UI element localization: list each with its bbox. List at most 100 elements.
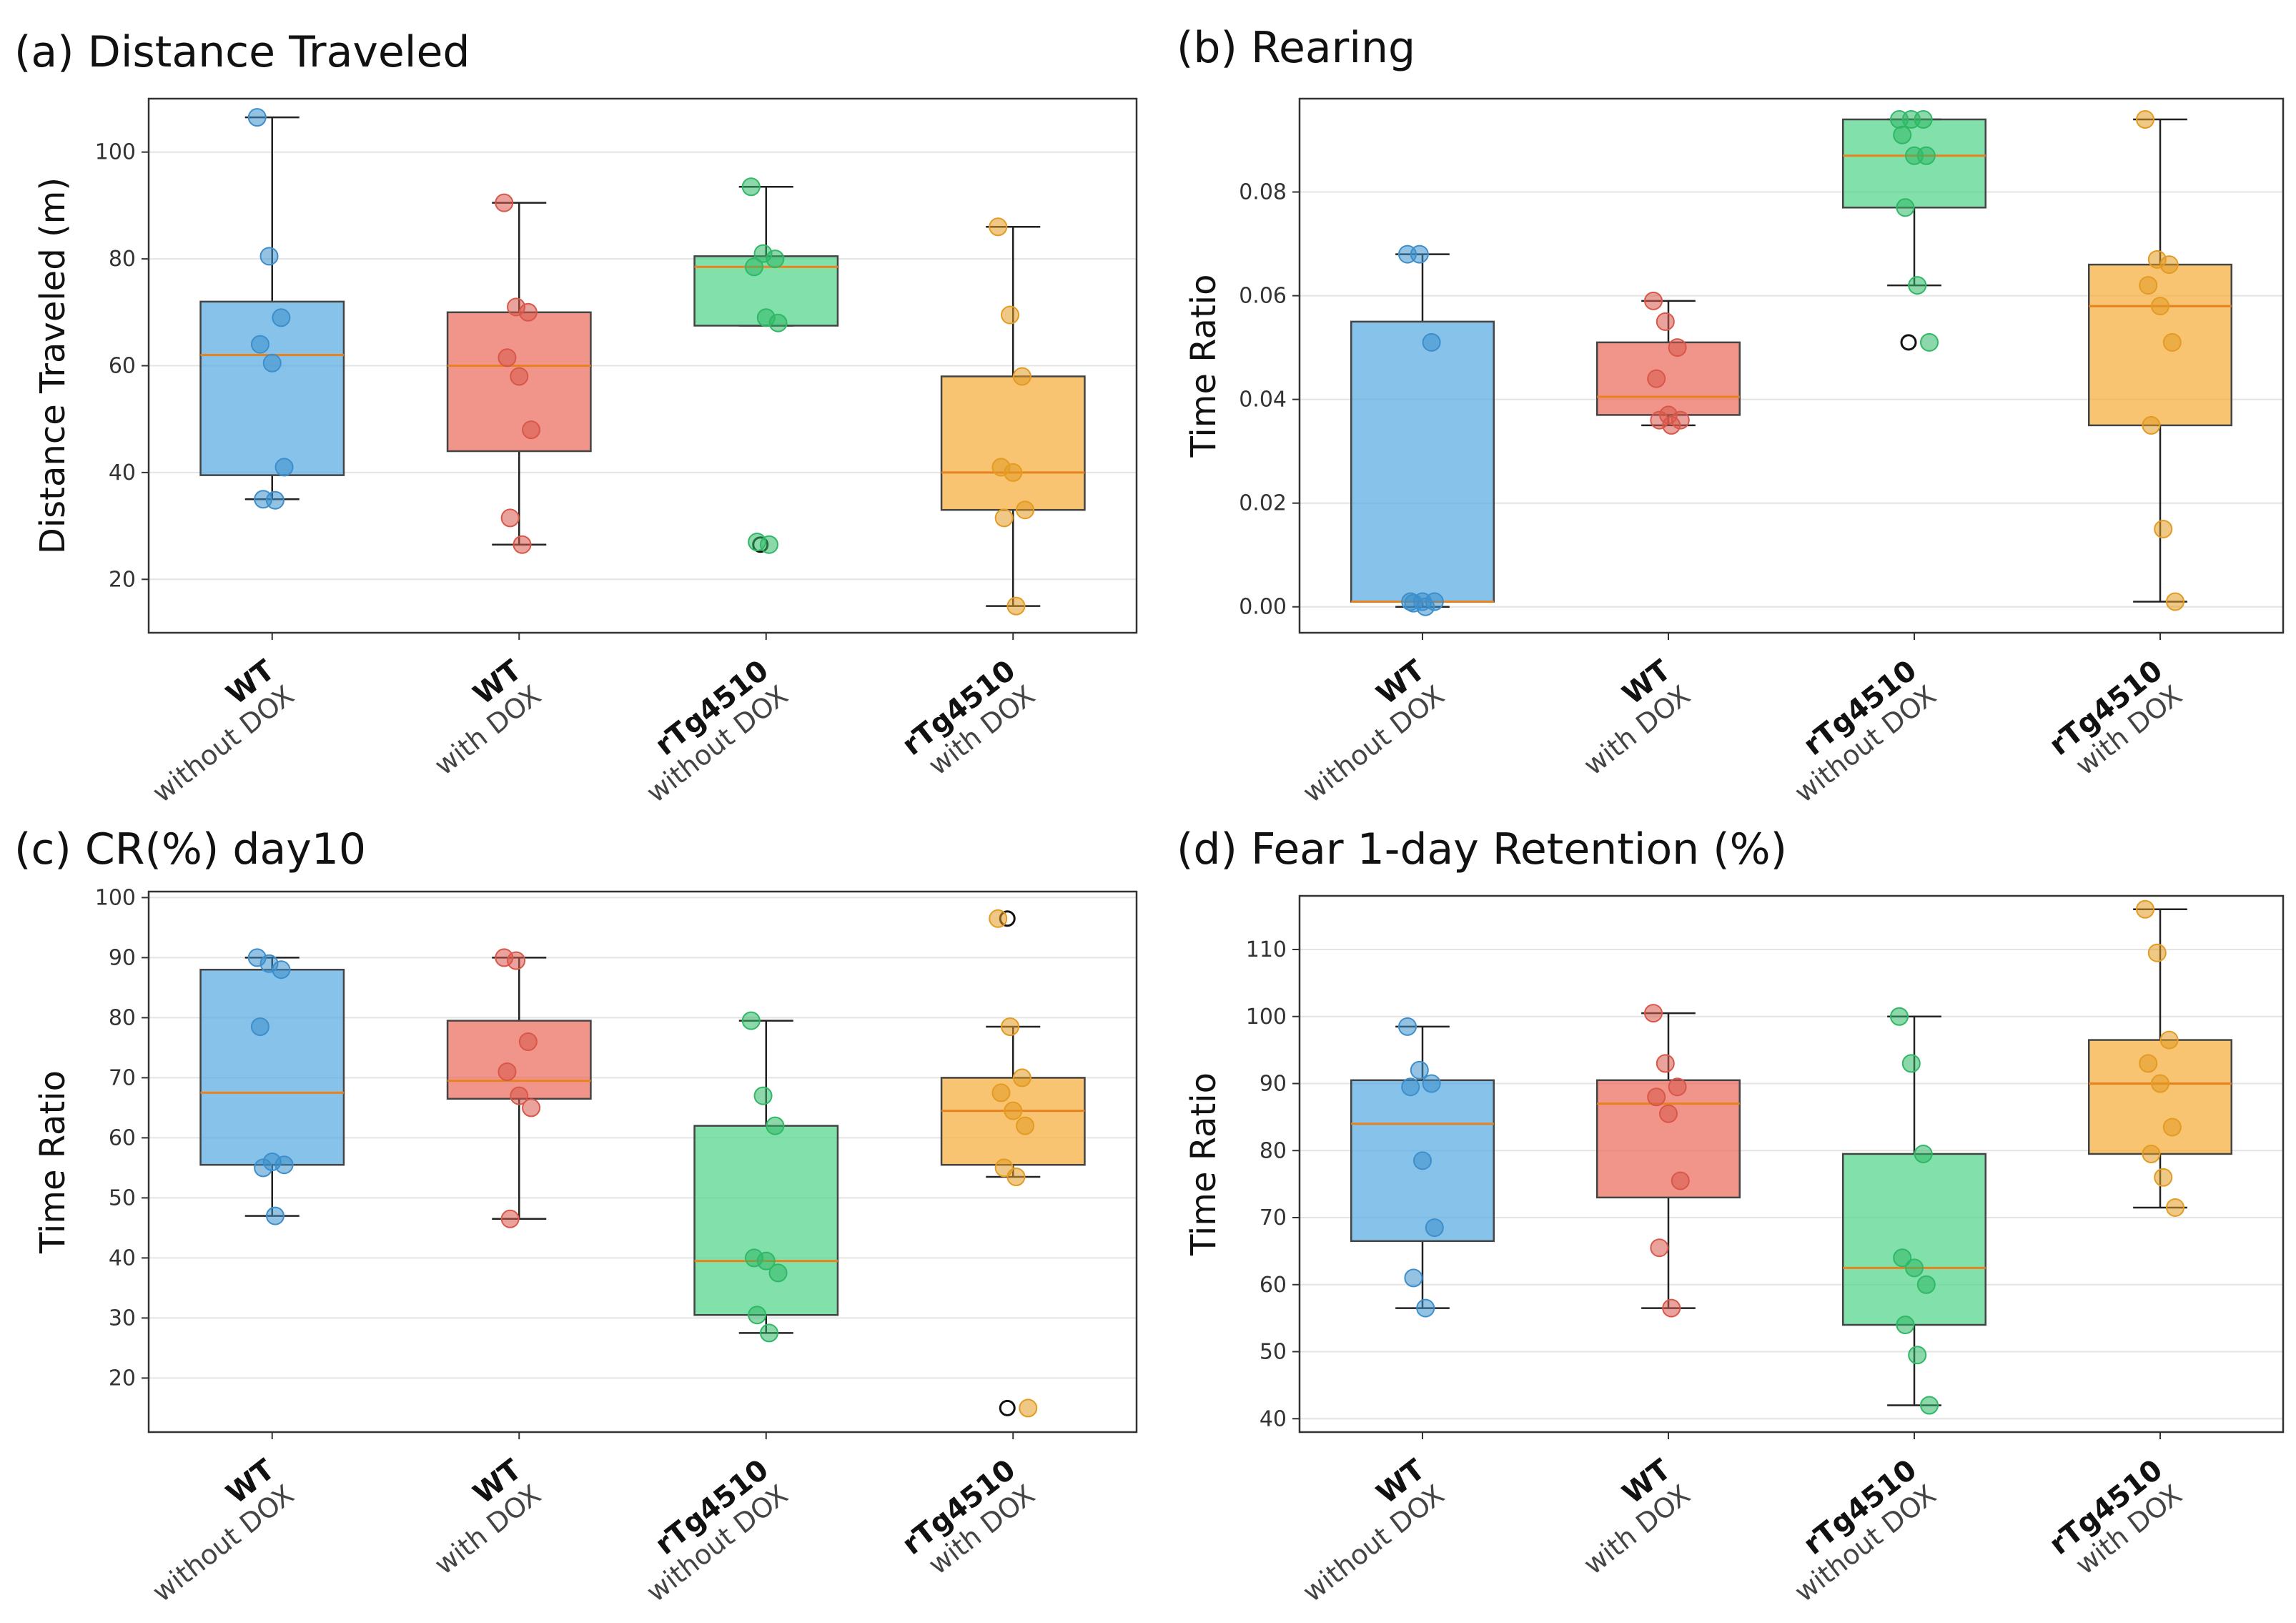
- x-tick-label: rTg4510with DOX: [896, 1454, 1041, 1586]
- data-point: [2162, 1118, 2182, 1137]
- y-tick-label: 0.02: [1239, 491, 1287, 516]
- data-point: [1656, 312, 1675, 331]
- data-point: [1410, 1060, 1429, 1080]
- x-tick-label: rTg4510without DOX: [1769, 1454, 1942, 1608]
- y-tick-label: 30: [109, 1306, 136, 1331]
- plot-frame: [1298, 97, 2285, 634]
- box: [1841, 1153, 1987, 1326]
- data-point: [2142, 1144, 2161, 1163]
- data-point: [495, 193, 514, 212]
- x-tick-label: WTwithout DOX: [127, 1453, 300, 1608]
- box-group: [1350, 1017, 1495, 1318]
- data-point: [247, 108, 267, 127]
- data-point: [1647, 369, 1666, 388]
- y-tick-label: 0.08: [1239, 180, 1287, 205]
- outlier-marker: [999, 1399, 1016, 1416]
- category-condition: without DOX: [147, 1479, 300, 1608]
- box: [1595, 1079, 1741, 1199]
- data-point: [1668, 1077, 1687, 1097]
- box: [2087, 1039, 2233, 1155]
- data-point: [518, 302, 538, 322]
- data-point: [1650, 1238, 1669, 1258]
- x-tick-label: WTwithout DOX: [127, 653, 300, 809]
- chart-title: (d) Fear 1-day Retention (%): [1177, 824, 1788, 874]
- panel-a: (a) Distance Traveled 20 40 60 80 100 Distanc…: [0, 0, 1148, 812]
- data-point: [513, 535, 532, 554]
- data-point: [274, 458, 294, 477]
- data-point: [265, 490, 284, 510]
- x-tick-label: WTwithout DOX: [1277, 653, 1451, 809]
- y-tick-label: 0.00: [1239, 595, 1287, 620]
- x-tick-label: WTwith DOX: [409, 1453, 548, 1581]
- outlier-marker: [1900, 334, 1917, 351]
- data-point: [1006, 596, 1026, 616]
- data-point: [2151, 1074, 2169, 1093]
- data-point: [991, 1083, 1011, 1102]
- box-group: [940, 217, 1086, 616]
- data-point: [1416, 597, 1435, 616]
- data-point: [753, 1086, 773, 1105]
- data-point: [2139, 1054, 2158, 1073]
- data-point: [498, 1062, 517, 1081]
- box: [199, 300, 345, 476]
- data-point: [518, 1032, 538, 1051]
- data-point: [1914, 110, 1933, 129]
- data-point: [1425, 1218, 1444, 1238]
- data-point: [2142, 415, 2161, 435]
- data-point: [1901, 1054, 1921, 1073]
- data-point: [1920, 1396, 1939, 1415]
- box: [940, 375, 1086, 511]
- x-tick-label: WTwith DOX: [409, 653, 548, 781]
- box: [446, 1020, 592, 1100]
- data-point: [259, 247, 279, 266]
- data-point: [507, 951, 526, 970]
- data-point: [1001, 305, 1020, 325]
- chart-title: (c) CR(%) day10: [14, 824, 367, 874]
- box: [693, 1125, 839, 1316]
- y-axis-label: Time Ratio: [1184, 275, 1224, 458]
- chart-b: 0.00 0.02 0.04 0.06 0.08 Time Ratio WTwithout …: [1184, 97, 2285, 809]
- box-group: [2087, 899, 2233, 1217]
- panel-b: (b) Rearing 0.00 0.02 0.04 0.06 0.08 Time Rat…: [1148, 0, 2296, 812]
- y-tick-label: 90: [109, 945, 136, 970]
- box-group: [199, 948, 345, 1225]
- data-point: [768, 313, 788, 332]
- data-point: [250, 335, 269, 354]
- box-group: [1841, 110, 1987, 352]
- data-point: [2159, 255, 2179, 275]
- data-point: [1916, 1275, 1936, 1294]
- data-point: [2151, 297, 2169, 316]
- data-point: [1416, 1298, 1435, 1318]
- data-point: [1012, 367, 1031, 386]
- data-point: [1896, 198, 1915, 217]
- category-condition: without DOX: [1297, 679, 1450, 809]
- data-point: [741, 177, 761, 197]
- data-point: [1004, 1101, 1023, 1120]
- data-point: [989, 909, 1008, 928]
- data-point: [748, 1306, 767, 1325]
- box-group: [199, 108, 345, 510]
- box-group: [1595, 291, 1741, 435]
- y-tick-label: 40: [109, 460, 136, 485]
- data-point: [1422, 332, 1441, 352]
- data-point: [510, 367, 529, 386]
- data-point: [1644, 1004, 1663, 1023]
- y-tick-label: 110: [1246, 937, 1287, 962]
- box-group: [940, 909, 1086, 1418]
- box-group: [446, 193, 592, 554]
- data-point: [1422, 1074, 1441, 1093]
- y-tick-label: 70: [109, 1065, 136, 1090]
- data-point: [1001, 1017, 1020, 1036]
- data-point: [1004, 463, 1023, 482]
- data-point: [1413, 1151, 1432, 1170]
- y-tick-label: 100: [95, 885, 136, 910]
- data-point: [522, 1098, 541, 1118]
- x-tick-label: rTg4510with DOX: [2043, 654, 2187, 786]
- box: [940, 1077, 1086, 1166]
- box: [2087, 263, 2233, 427]
- x-tick-label: rTg4510with DOX: [2043, 1454, 2187, 1586]
- data-point: [500, 508, 520, 528]
- category-condition: without DOX: [1297, 1479, 1450, 1608]
- data-point: [2136, 899, 2154, 919]
- data-point: [1016, 1116, 1035, 1135]
